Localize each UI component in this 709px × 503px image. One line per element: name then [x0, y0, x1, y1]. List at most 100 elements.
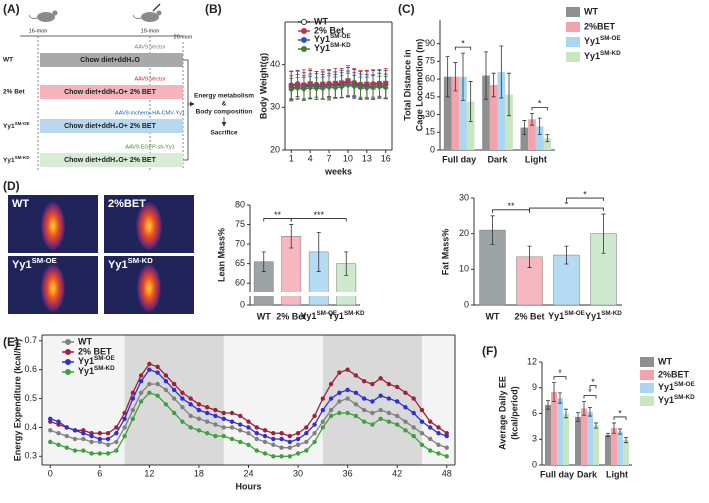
y-tick-label: 10	[459, 264, 469, 274]
group-name: WT	[3, 57, 13, 64]
significance-label: **	[507, 201, 515, 211]
bar	[557, 398, 563, 465]
significance-label: *	[558, 368, 562, 378]
bar	[543, 138, 552, 150]
x-tick-label: 13	[362, 153, 372, 163]
marker	[320, 419, 326, 424]
marker	[353, 373, 359, 378]
marker	[221, 416, 226, 421]
marker	[403, 428, 408, 433]
marker	[436, 425, 441, 430]
bar	[623, 440, 629, 465]
legend-swatch	[566, 7, 580, 17]
marker	[204, 405, 210, 410]
y-tick-label: 0	[240, 299, 245, 309]
error-bar	[564, 245, 569, 265]
y-tick-label: 0	[532, 459, 537, 469]
marker	[386, 381, 392, 387]
marker	[287, 439, 292, 445]
treatment-label: Chow diet+ddH₂O+ 2% BET	[64, 89, 157, 96]
text-part: Yy1	[584, 51, 600, 61]
significance-bracket	[454, 46, 472, 51]
text-part: Yy1	[78, 356, 94, 366]
marker	[378, 407, 383, 413]
text-part: Yy1	[108, 259, 128, 271]
x-tick-label: 10	[343, 153, 353, 163]
marker	[295, 436, 301, 442]
marker	[337, 390, 342, 395]
error-bar	[468, 81, 473, 123]
legend-label: 2%BET	[658, 369, 690, 379]
marker	[81, 448, 86, 453]
bar	[535, 126, 544, 150]
marker	[361, 407, 367, 413]
marker	[345, 387, 350, 393]
marker	[254, 436, 259, 442]
timepoint: 20-mon	[174, 34, 193, 40]
y-tick-label: 0	[430, 144, 435, 154]
y-tick-label: 0.3	[24, 451, 37, 461]
x-tick-label: 6	[97, 468, 102, 478]
marker	[246, 419, 251, 424]
x-axis-label: Hours	[235, 481, 261, 491]
significance-label: *	[618, 408, 622, 418]
marker	[89, 433, 94, 439]
y-tick-label: 0.4	[24, 422, 37, 432]
significance-label: *	[591, 377, 595, 387]
marker	[394, 413, 400, 419]
y-tick-label: 45	[425, 91, 435, 101]
legend-label: Yy1SM-KD	[78, 365, 115, 376]
vector-label: AAV9-mcherry-HA-CMV-Yy1	[115, 110, 185, 116]
x-tick-label: 18	[194, 468, 204, 478]
marker	[328, 407, 334, 413]
text-part: SM-KD	[674, 394, 695, 401]
panel-label: (E)	[3, 335, 19, 349]
marker	[229, 410, 235, 416]
legend-label: WT	[658, 356, 672, 366]
marker	[313, 85, 320, 92]
marker	[246, 431, 251, 436]
group-row: Yy1SM-KD AAV9-EGFP-sh-Yy1 Chow diet+ddH₂…	[3, 144, 183, 167]
legend-swatch	[301, 37, 307, 43]
group-name: Yy1SM-OE	[3, 121, 29, 130]
marker	[130, 390, 136, 395]
significance-bracket	[290, 218, 347, 222]
marker	[238, 422, 243, 427]
error-bar	[537, 117, 542, 136]
y-axis-label: (kcal/period)	[509, 386, 519, 440]
marker	[64, 433, 69, 439]
marker	[204, 410, 210, 416]
group-name: Yy1SM-KD	[3, 155, 30, 164]
y-tick-label: 90	[425, 38, 435, 48]
error-bar	[261, 251, 266, 272]
marker	[370, 83, 376, 91]
timepoint: 16-mon	[29, 28, 48, 34]
panel-label: (A)	[3, 2, 20, 16]
text-part: Yy1	[3, 123, 15, 130]
marker	[196, 416, 202, 421]
marker	[171, 396, 177, 401]
marker	[97, 436, 103, 442]
marker	[130, 396, 136, 401]
marker	[229, 419, 235, 424]
marker	[328, 396, 334, 401]
significance-bracket	[583, 395, 597, 399]
scan-image: 2%BET	[104, 195, 194, 253]
marker	[411, 433, 416, 439]
significance-label: *	[588, 387, 592, 397]
marker	[238, 428, 243, 433]
significance-label: ***	[313, 210, 324, 220]
marker	[328, 381, 334, 387]
legend-swatch	[301, 19, 307, 25]
marker	[386, 396, 392, 401]
marker	[428, 425, 433, 430]
vector-label: AAV9-Vector	[134, 44, 165, 50]
marker	[254, 425, 259, 430]
text-part: Yy1	[300, 311, 316, 321]
marker	[155, 370, 160, 375]
text-part: SM-OE	[330, 33, 351, 40]
bar	[581, 408, 587, 465]
text-part: SM-KD	[600, 50, 621, 57]
